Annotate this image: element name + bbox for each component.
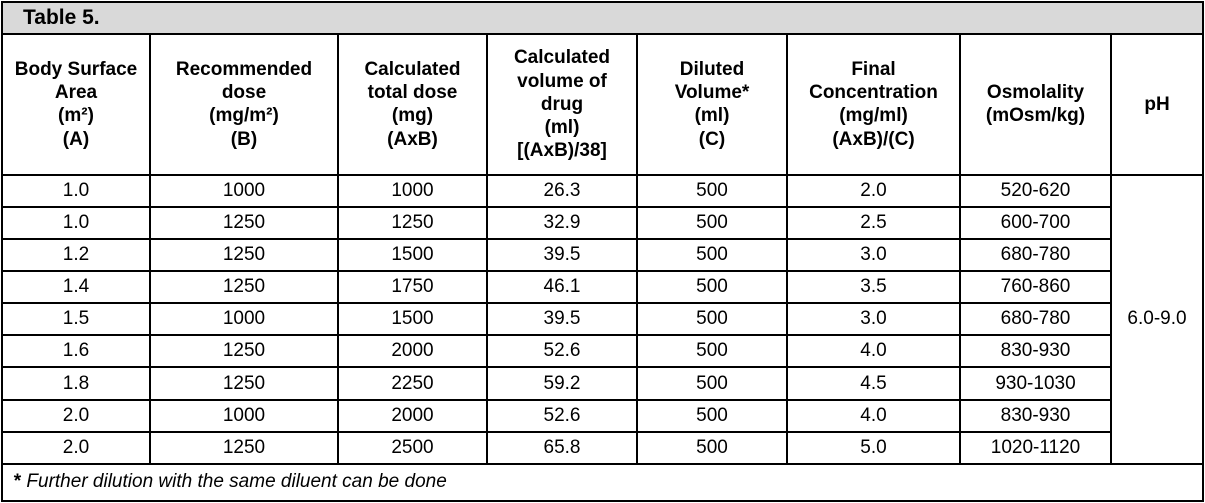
cell-osmolality: 680-780 bbox=[959, 237, 1112, 273]
cell-volume: 65.8 bbox=[486, 430, 638, 465]
cell-osmolality: 830-930 bbox=[959, 334, 1112, 369]
cell-volume: 59.2 bbox=[486, 366, 638, 401]
cell-bsa: 1.6 bbox=[1, 334, 151, 369]
cell-total-dose: 1750 bbox=[337, 270, 488, 305]
cell-concentration: 5.0 bbox=[786, 430, 961, 465]
cell-volume: 46.1 bbox=[486, 270, 638, 305]
table-row: 2.0 1000 2000 52.6 500 4.0 830-930 bbox=[1, 398, 1203, 433]
cell-diluted-volume: 500 bbox=[636, 205, 788, 240]
cell-concentration: 3.5 bbox=[786, 270, 961, 305]
col-header-ph: pH bbox=[1109, 33, 1205, 176]
cell-volume: 52.6 bbox=[486, 334, 638, 369]
cell-concentration: 2.5 bbox=[786, 205, 961, 240]
cell-recommended-dose: 1250 bbox=[149, 237, 339, 273]
footnote-text: Further dilution with the same diluent c… bbox=[26, 471, 447, 493]
cell-total-dose: 2250 bbox=[337, 366, 488, 401]
cell-diluted-volume: 500 bbox=[636, 270, 788, 305]
cell-osmolality: 760-860 bbox=[959, 270, 1112, 305]
cell-bsa: 2.0 bbox=[1, 430, 151, 465]
cell-concentration: 4.0 bbox=[786, 334, 961, 369]
cell-bsa: 1.5 bbox=[1, 302, 151, 337]
table-row: 1.6 1250 2000 52.6 500 4.0 830-930 bbox=[1, 334, 1203, 369]
cell-recommended-dose: 1000 bbox=[149, 173, 339, 208]
cell-total-dose: 1250 bbox=[337, 205, 488, 240]
cell-osmolality: 1020-1120 bbox=[959, 430, 1112, 465]
cell-bsa: 1.2 bbox=[1, 237, 151, 273]
cell-osmolality: 830-930 bbox=[959, 398, 1112, 433]
col-header-final-concentration: Final Concentration (mg/ml) (AxB)/(C) bbox=[786, 33, 961, 176]
cell-recommended-dose: 1250 bbox=[149, 270, 339, 305]
cell-recommended-dose: 1250 bbox=[149, 366, 339, 401]
cell-osmolality: 930-1030 bbox=[959, 366, 1112, 401]
footnote: * Further dilution with the same diluent … bbox=[0, 462, 1205, 503]
cell-total-dose: 1000 bbox=[337, 173, 488, 208]
col-header-body-surface-area: Body Surface Area (m²) (A) bbox=[1, 33, 151, 176]
cell-recommended-dose: 1000 bbox=[149, 302, 339, 337]
footnote-asterisk: * bbox=[13, 471, 21, 493]
cell-concentration: 4.5 bbox=[786, 366, 961, 401]
cell-diluted-volume: 500 bbox=[636, 430, 788, 465]
col-header-diluted-volume: Diluted Volume* (ml) (C) bbox=[636, 33, 788, 176]
cell-recommended-dose: 1250 bbox=[149, 334, 339, 369]
cell-recommended-dose: 1000 bbox=[149, 398, 339, 433]
table-row: 1.2 1250 1500 39.5 500 3.0 680-780 bbox=[1, 237, 1203, 273]
cell-recommended-dose: 1250 bbox=[149, 205, 339, 240]
cell-total-dose: 1500 bbox=[337, 237, 488, 273]
cell-osmolality: 680-780 bbox=[959, 302, 1112, 337]
cell-concentration: 3.0 bbox=[786, 237, 961, 273]
cell-diluted-volume: 500 bbox=[636, 366, 788, 401]
cell-concentration: 3.0 bbox=[786, 302, 961, 337]
col-header-recommended-dose: Recommended dose (mg/m²) (B) bbox=[149, 33, 339, 176]
cell-diluted-volume: 500 bbox=[636, 302, 788, 337]
cell-osmolality: 520-620 bbox=[959, 173, 1112, 208]
table-row: 1.4 1250 1750 46.1 500 3.5 760-860 bbox=[1, 270, 1203, 305]
cell-volume: 39.5 bbox=[486, 302, 638, 337]
cell-concentration: 2.0 bbox=[786, 173, 961, 208]
cell-volume: 32.9 bbox=[486, 205, 638, 240]
cell-recommended-dose: 1250 bbox=[149, 430, 339, 465]
cell-bsa: 1.0 bbox=[1, 173, 151, 208]
cell-ph-range: 6.0-9.0 bbox=[1109, 173, 1205, 465]
cell-total-dose: 1500 bbox=[337, 302, 488, 337]
cell-bsa: 1.0 bbox=[1, 205, 151, 240]
cell-volume: 52.6 bbox=[486, 398, 638, 433]
cell-total-dose: 2500 bbox=[337, 430, 488, 465]
col-header-osmolality: Osmolality (mOsm/kg) bbox=[959, 33, 1112, 176]
table-row: 1.0 1250 1250 32.9 500 2.5 600-700 bbox=[1, 205, 1203, 240]
cell-volume: 39.5 bbox=[486, 237, 638, 273]
table-row: 1.8 1250 2250 59.2 500 4.5 930-1030 bbox=[1, 366, 1203, 401]
cell-volume: 26.3 bbox=[486, 173, 638, 208]
cell-osmolality: 600-700 bbox=[959, 205, 1112, 240]
col-header-calculated-volume: Calculated volume of drug (ml) [(AxB)/38… bbox=[486, 33, 638, 176]
cell-bsa: 1.4 bbox=[1, 270, 151, 305]
cell-bsa: 2.0 bbox=[1, 398, 151, 433]
cell-diluted-volume: 500 bbox=[636, 237, 788, 273]
cell-diluted-volume: 500 bbox=[636, 398, 788, 433]
cell-total-dose: 2000 bbox=[337, 398, 488, 433]
cell-diluted-volume: 500 bbox=[636, 173, 788, 208]
cell-concentration: 4.0 bbox=[786, 398, 961, 433]
cell-total-dose: 2000 bbox=[337, 334, 488, 369]
table-row: 1.5 1000 1500 39.5 500 3.0 680-780 bbox=[1, 302, 1203, 337]
table-caption: Table 5. bbox=[0, 0, 1205, 36]
cell-bsa: 1.8 bbox=[1, 366, 151, 401]
col-header-calculated-total-dose: Calculated total dose (mg) (AxB) bbox=[337, 33, 488, 176]
footnote-row: * Further dilution with the same diluent … bbox=[0, 462, 1205, 503]
table-row: 2.0 1250 2500 65.8 500 5.0 1020-1120 bbox=[1, 430, 1203, 465]
table-caption-row: Table 5. bbox=[0, 0, 1205, 36]
table-row: 1.0 1000 1000 26.3 500 2.0 520-620 6.0-9… bbox=[1, 173, 1205, 465]
table-header-row: Body Surface Area (m²) (A) Recommended d… bbox=[1, 33, 1205, 176]
cell-diluted-volume: 500 bbox=[636, 334, 788, 369]
